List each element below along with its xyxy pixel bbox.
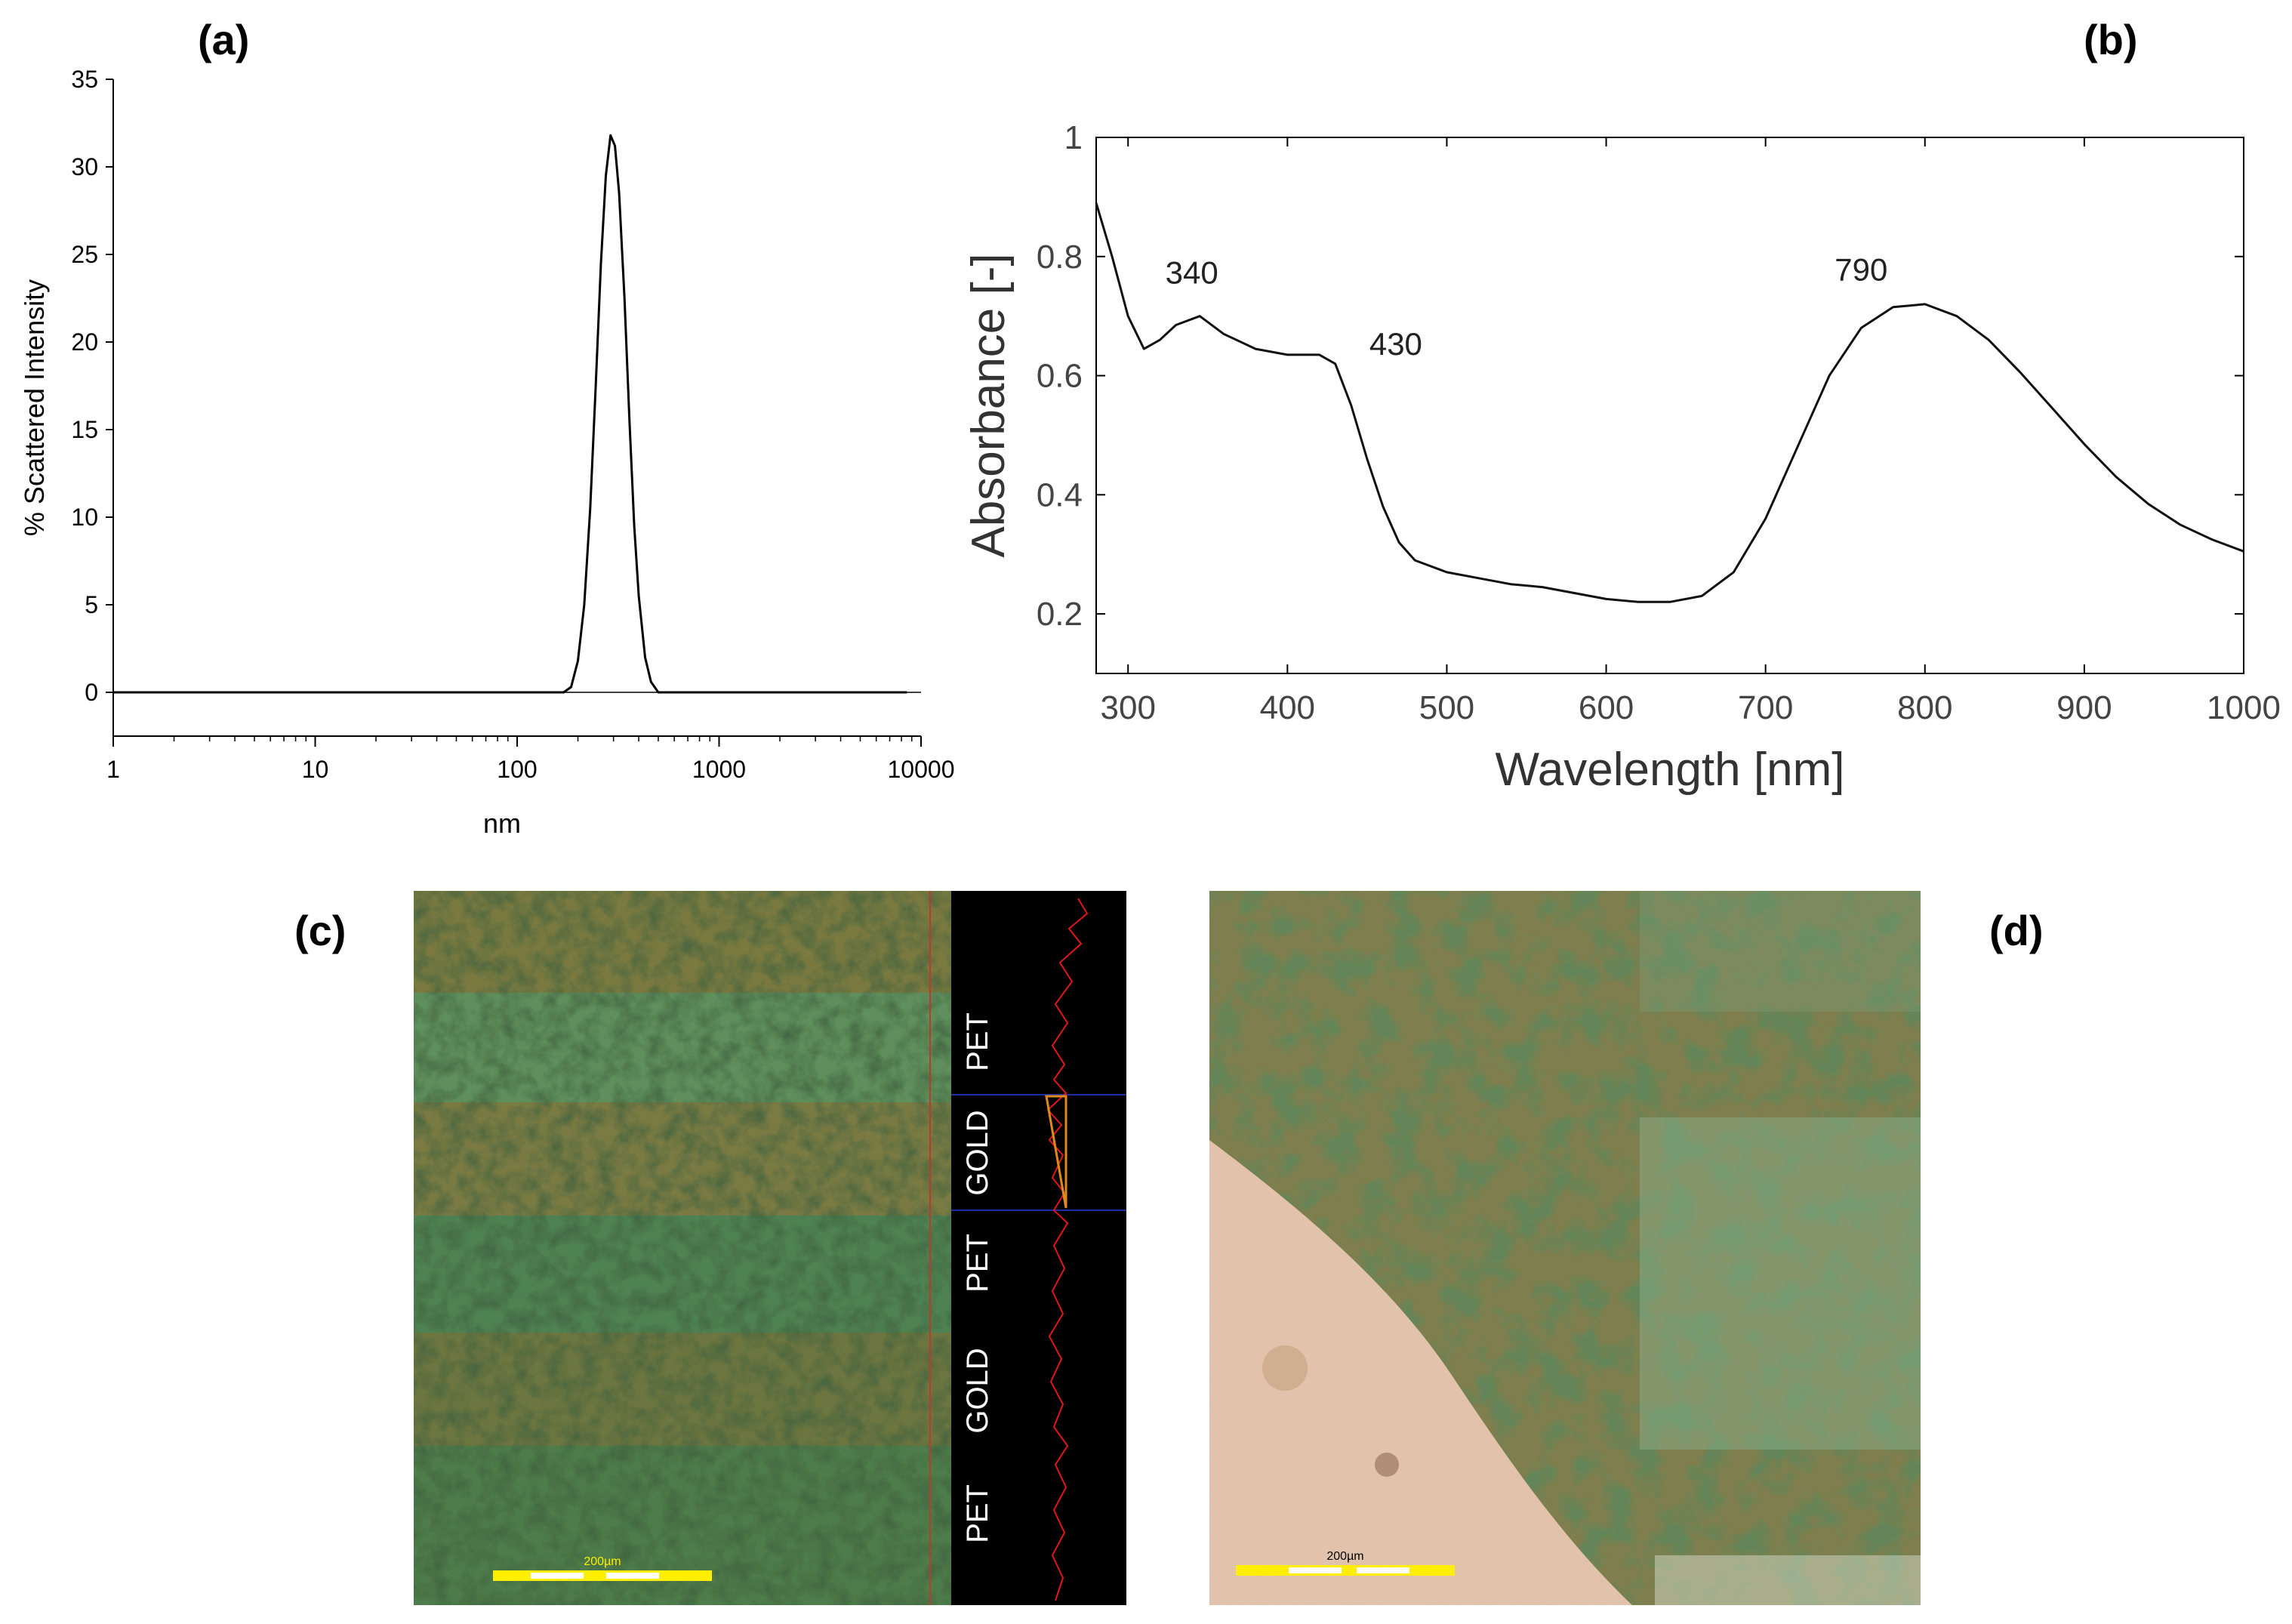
x-tick-label-a: 10000 — [888, 756, 955, 783]
band-label-c: GOLD — [961, 1348, 994, 1433]
y-tick-label-a: 5 — [85, 591, 98, 618]
chart-a: 0 5 10 15 20 25 30 35 1 10 100 1000 10000 nm % Scatter… — [19, 66, 955, 839]
x-axis-label-a: nm — [483, 808, 521, 839]
series-line-a — [113, 134, 907, 694]
y-tick-label-a: 10 — [71, 504, 98, 531]
scalebar-d — [1236, 1565, 1455, 1576]
y-tick-label-a: 25 — [71, 241, 98, 268]
x-tick-label-b: 600 — [1579, 689, 1634, 726]
y-tick-label-a: 20 — [71, 328, 98, 356]
panel-label-b: (b) — [2084, 16, 2138, 63]
band-label-c: PET — [961, 1234, 994, 1293]
panel-label-a: (a) — [198, 16, 250, 63]
x-tick-label-b: 900 — [2056, 689, 2112, 726]
x-tick-label-b: 300 — [1101, 689, 1156, 726]
y-tick-label-a: 30 — [71, 153, 98, 180]
profile-panel — [951, 891, 1126, 1605]
x-tick-label-a: 100 — [497, 756, 537, 783]
y-tick-label-a: 15 — [71, 416, 98, 443]
panel-label-d: (d) — [1989, 907, 2044, 954]
micrograph-d: 200µm — [1209, 891, 1921, 1605]
x-tick-label-a: 1000 — [692, 756, 746, 783]
band-label-c: GOLD — [961, 1110, 994, 1195]
intensity-profile — [1046, 898, 1089, 1601]
fit-wedge — [1045, 1095, 1067, 1209]
panel-label-c: (c) — [294, 907, 347, 954]
scalebar-c — [493, 1570, 712, 1581]
chart-b: 0.2 0.4 0.6 0.8 1 300 400 500 600 700 800 900 1000 Wa… — [963, 119, 2281, 796]
y-axis-label-a: % Scattered Intensity — [19, 279, 50, 536]
y-tick-label-b: 0.6 — [1037, 358, 1083, 395]
x-tick-label-a: 1 — [106, 756, 120, 783]
series-line-b — [1095, 202, 2244, 603]
micrograph-c: 200µm PET GOLD PET GOLD PET — [414, 891, 1126, 1605]
band-label-c: PET — [961, 1484, 994, 1543]
peak-annotation-b: 430 — [1369, 326, 1422, 362]
peak-annotation-b: 340 — [1166, 254, 1218, 290]
light-patch — [1640, 891, 1921, 1012]
x-tick-label-b: 500 — [1419, 689, 1474, 726]
x-tick-label-a: 10 — [302, 756, 329, 783]
debris-spot — [1262, 1345, 1308, 1391]
debris-spot — [1375, 1453, 1399, 1477]
y-tick-label-b: 1 — [1064, 119, 1083, 156]
y-tick-label-b: 0.8 — [1037, 239, 1083, 276]
y-tick-label-b: 0.2 — [1037, 596, 1083, 633]
x-tick-label-b: 400 — [1260, 689, 1315, 726]
y-tick-label-a: 35 — [71, 66, 98, 93]
y-tick-label-b: 0.4 — [1037, 476, 1083, 513]
band-label-c: PET — [961, 1012, 994, 1071]
scalebar-label-c: 200µm — [584, 1555, 621, 1568]
x-tick-label-b: 700 — [1738, 689, 1793, 726]
light-patch — [1640, 1117, 1921, 1450]
y-tick-label-a: 0 — [85, 679, 98, 706]
x-axis-label-b: Wavelength [nm] — [1496, 744, 1845, 796]
scalebar-label-d: 200µm — [1326, 1550, 1363, 1563]
plot-frame-b — [1095, 137, 2244, 674]
y-axis-label-b: Absorbance [-] — [963, 253, 1015, 557]
x-tick-label-b: 1000 — [2207, 689, 2281, 726]
peak-annotation-b: 790 — [1835, 251, 1887, 287]
light-patch — [1655, 1555, 1921, 1605]
x-tick-label-b: 800 — [1897, 689, 1952, 726]
